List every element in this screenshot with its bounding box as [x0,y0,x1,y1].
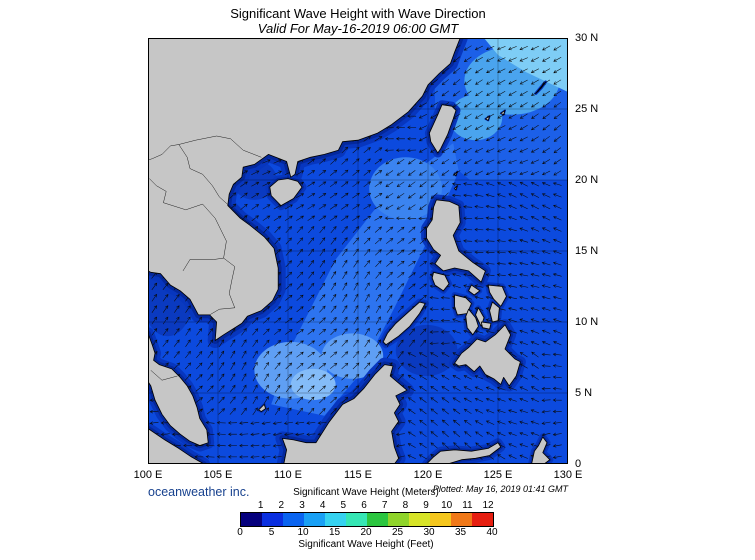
lat-tick-label: 5 N [575,387,593,399]
lon-tick-label: 130 E [553,469,583,481]
land-samar [487,284,507,307]
border-cambodia-vietnam [209,257,236,316]
colorbar-segment [241,513,262,526]
wave-height-colorbar [240,512,494,527]
border-malaysia-thailand [150,370,178,381]
land-ishigaki [485,115,490,121]
page-title: Significant Wave Height with Wave Direct… [230,6,486,21]
land-masbate [468,284,481,296]
valid-time-subtitle: Valid For May-16-2019 06:00 GMT [257,21,459,36]
feet-tick: 10 [297,527,309,538]
colorbar-segment [283,513,304,526]
colorbar-segment [325,513,346,526]
colorbar-segment [409,513,430,526]
feet-tick: 30 [423,527,435,538]
land-okinawa [535,81,546,94]
land-babuyan [454,185,458,191]
colorbar-segment [346,513,367,526]
land-miyako [500,110,506,116]
colorbar-segment [304,513,325,526]
colorbar-segment [451,513,472,526]
lat-tick-label: 0 [575,458,582,470]
land-borneo [282,364,408,464]
land-mindoro [431,271,450,292]
land-sumatra [148,428,205,464]
border-vietnam-laos [178,144,251,225]
feet-tick: 5 [268,527,275,538]
colorbar-segment [430,513,451,526]
meters-tick: 1 [257,500,264,511]
legend-feet-label: Significant Wave Height (Feet) [298,539,434,550]
legend-meters-label: Significant Wave Height (Meters) [293,487,439,498]
land-natuna [258,404,266,412]
land-taiwan [429,104,457,154]
feet-tick: 25 [391,527,404,538]
meters-tick: 8 [402,500,409,511]
land-hainan [269,178,303,206]
lon-tick-label: 125 E [483,469,513,481]
border-china-vietnam [178,135,262,158]
feet-tick: 0 [237,527,243,538]
plotted-timestamp: Plotted: May 16, 2019 01:41 GMT [432,484,568,494]
lat-tick-label: 10 N [575,316,599,328]
lon-tick-label: 100 E [133,469,163,481]
land-batan [454,171,458,177]
lon-tick-label: 120 E [413,469,443,481]
colorbar-segment [472,513,493,526]
land-halmahera [531,436,551,464]
feet-tick: 20 [360,527,372,538]
border-china-laos [148,144,179,161]
lon-tick-label: 110 E [274,469,302,481]
land-luzon [426,199,486,283]
meters-tick: 10 [441,500,453,511]
meters-tick: 11 [462,500,473,511]
border-thailand-cambodia [182,257,224,272]
feet-tick: 35 [454,527,467,538]
lon-tick-label: 115 E [344,469,372,481]
meters-tick: 7 [381,500,388,511]
lat-tick-label: 30 N [575,32,599,44]
lat-tick-label: 15 N [575,245,599,257]
map-svg [148,38,568,464]
colorbar-segment [262,513,283,526]
land-cebu [475,307,485,327]
land-palawan [382,301,426,346]
border-laos-thailand [149,178,227,259]
meters-tick: 3 [299,500,305,511]
meters-tick: 6 [361,500,367,511]
land-negros [465,308,479,336]
meters-tick: 5 [340,500,347,511]
lat-tick-label: 25 N [575,103,599,115]
oceanweather-credit: oceanweather inc. [148,485,250,499]
land-mindanao [454,324,521,387]
land-bohol [480,321,492,330]
colorbar-segment [367,513,388,526]
meters-tick: 4 [319,500,326,511]
colorbar-segment [388,513,409,526]
lon-tick-label: 105 E [203,469,233,481]
feet-tick: 15 [328,527,341,538]
land-leyte [489,301,500,323]
land-malay-peninsula [148,333,209,446]
land-sulawesi-north-arm [426,442,502,464]
meters-tick: 12 [482,500,494,511]
lat-tick-label: 20 N [575,174,599,186]
meters-tick: 2 [278,500,285,511]
meters-tick: 9 [423,500,429,511]
map-canvas [148,38,568,464]
feet-tick: 40 [486,527,498,538]
